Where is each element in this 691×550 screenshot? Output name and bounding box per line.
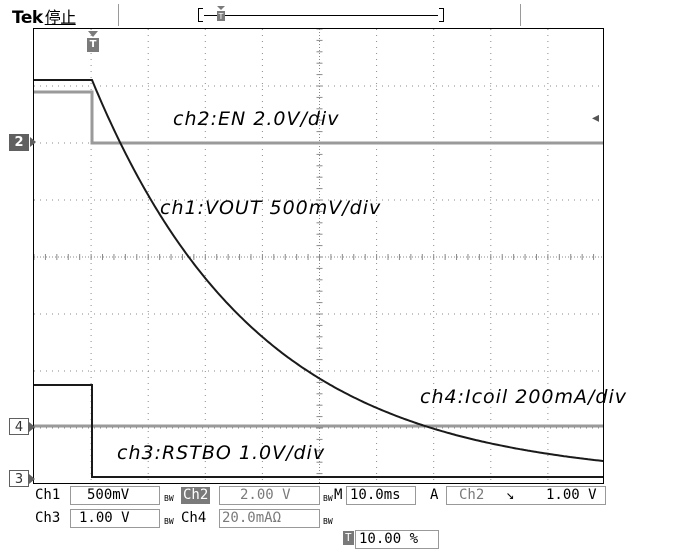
trigger-box[interactable] (446, 486, 606, 505)
ch4-bw-mark: BW (323, 517, 333, 526)
trigger-position-value: 10.00 % (359, 531, 419, 547)
ch2-scale-box[interactable] (219, 486, 320, 505)
timebase-box[interactable] (346, 486, 416, 505)
record-position-bar[interactable]: T (198, 6, 444, 24)
ch1-scale: 500mV (87, 487, 130, 503)
ch3-ground-marker[interactable]: 3 (9, 470, 35, 487)
ch4-scale-box[interactable] (219, 509, 320, 528)
trigger-mode: A (430, 487, 439, 503)
header-divider (520, 4, 521, 26)
trigger-level: 1.00 V (546, 487, 597, 503)
ch3-status-label: Ch3 (35, 510, 61, 526)
trigger-position-box[interactable] (355, 530, 439, 549)
ch3-trace-label: ch3:RSTBO 1.0V/div (117, 442, 326, 464)
scope-header: Tek 停止 T (0, 0, 691, 28)
trigger-level-arrow-icon: ◂ (592, 110, 600, 126)
ch4-scale: 20.0mAΩ (222, 510, 282, 526)
waveform-svg (34, 29, 603, 483)
trigger-position-icon: T (217, 6, 225, 21)
timebase-value: 10.0ms (350, 487, 401, 503)
timebase-label: M (334, 487, 343, 503)
trigger-slope-icon: ↘ (506, 487, 515, 503)
ch1-trace-label: ch1:VOUT 500mV/div (160, 197, 382, 219)
ch2-bw-mark: BW (323, 494, 333, 503)
waveform-display[interactable] (33, 28, 604, 484)
trigger-position-icon: T (343, 531, 354, 545)
trigger-marker-icon[interactable]: T (87, 38, 99, 52)
ch2-trace (34, 90, 603, 145)
ch1-bw-mark: BW (164, 494, 174, 503)
trigger-source: Ch2 (459, 487, 485, 503)
header-divider (118, 4, 119, 26)
ch2-status-label: Ch2 (181, 487, 211, 504)
ch4-ground-marker[interactable]: 4 (9, 418, 35, 435)
ch2-scale: 2.00 V (240, 487, 291, 503)
ch2-ground-marker[interactable]: 2 (9, 134, 36, 151)
ch2-trace-label: ch2:EN 2.0V/div (173, 108, 340, 130)
ch4-status-label: Ch4 (181, 510, 207, 526)
ch1-status-label: Ch1 (35, 487, 61, 503)
ch4-trace-label: ch4:Icoil 200mA/div (420, 386, 628, 408)
ch3-bw-mark: BW (164, 517, 174, 526)
ch1-trace (34, 79, 603, 463)
trigger-marker-arrow (88, 31, 98, 37)
ch3-trace (34, 384, 603, 478)
ch3-scale-box[interactable] (70, 509, 160, 528)
brand-logo: Tek 停止 (12, 8, 77, 28)
svg-text:T: T (218, 12, 224, 21)
ch3-scale: 1.00 V (79, 510, 130, 526)
ch1-scale-box[interactable] (70, 486, 160, 505)
acquisition-state: 停止 (44, 8, 77, 27)
